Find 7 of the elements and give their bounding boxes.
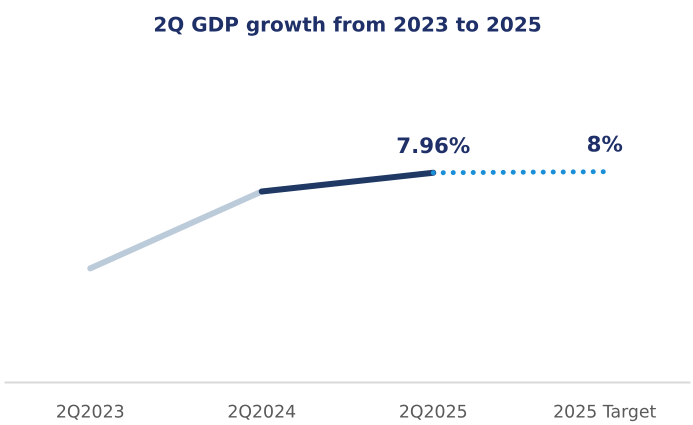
- x-tick-label: 2Q2025: [398, 402, 468, 422]
- x-tick-label: 2025 Target: [553, 402, 657, 422]
- data-label: 7.96%: [396, 134, 470, 159]
- chart-title: 2Q GDP growth from 2023 to 2025: [153, 12, 542, 36]
- x-tick-label: 2Q2024: [227, 402, 296, 422]
- x-tick-label: 2Q2023: [56, 402, 125, 422]
- data-label: 8%: [586, 132, 623, 158]
